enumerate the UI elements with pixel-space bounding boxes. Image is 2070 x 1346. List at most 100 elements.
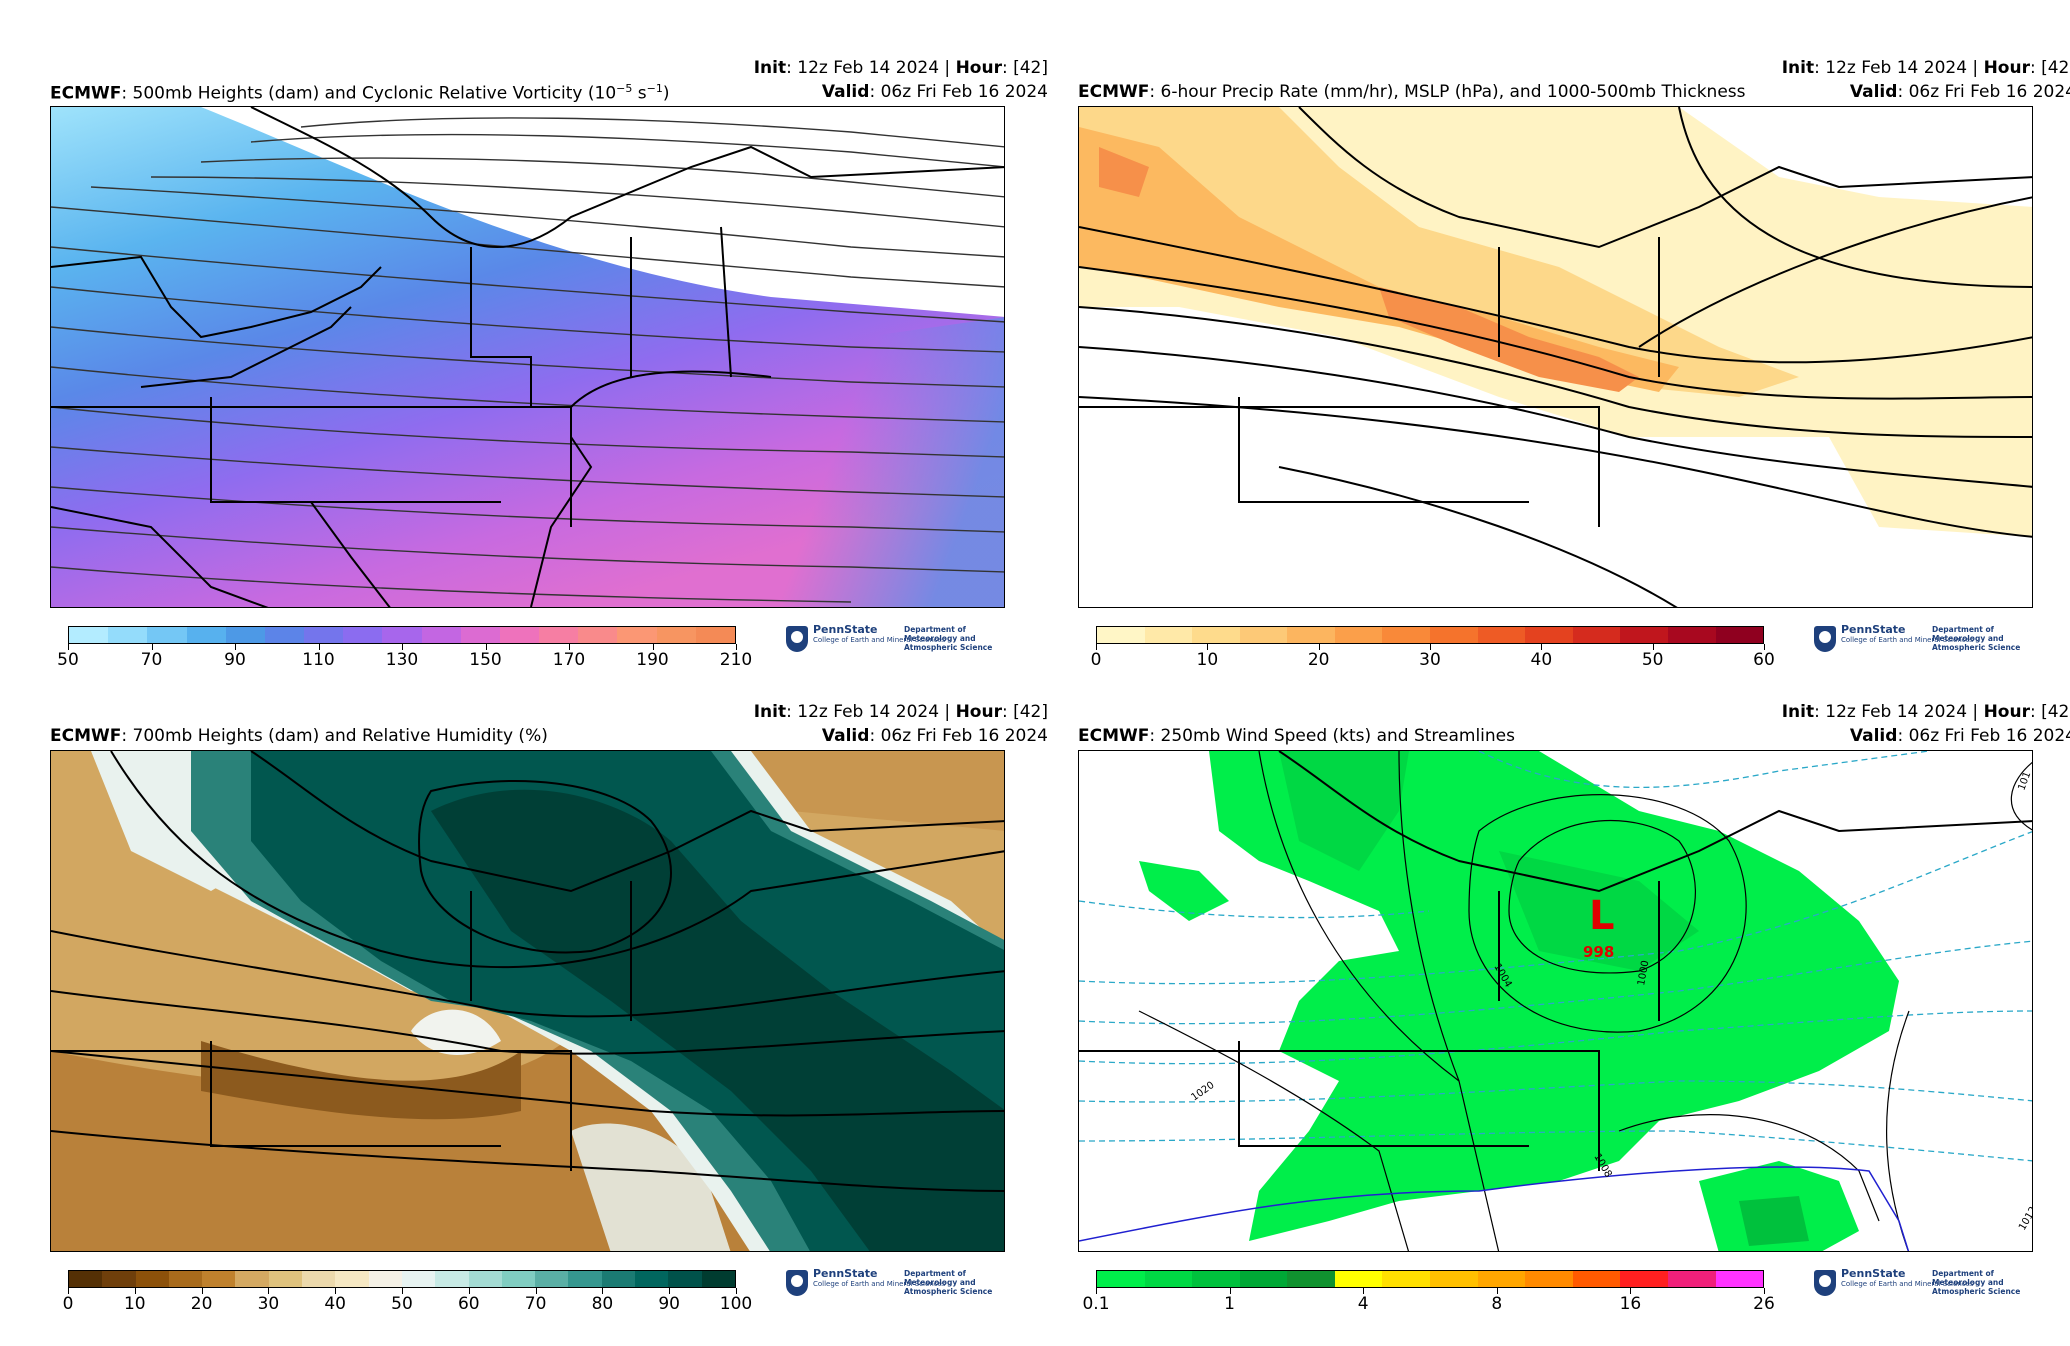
init-line: Init: 12z Feb 14 2024 | Hour: [42] <box>1781 702 2070 722</box>
tick-mark <box>335 1288 337 1294</box>
colorbar-swatch <box>382 627 422 643</box>
tick-mark <box>1541 644 1543 650</box>
tick-mark <box>1764 644 1765 650</box>
tick-mark <box>1430 644 1431 650</box>
pennstate-logo: PennState College of Earth and Mineral Sc… <box>1814 624 2039 660</box>
colorbar-swatch <box>108 627 148 643</box>
init-line: Init: 12z Feb 14 2024 | Hour: [42] <box>753 58 1048 78</box>
colorbar-swatch <box>168 1271 203 1287</box>
low-pressure-value: 998 <box>1583 943 1614 961</box>
pennstate-logo: PennState College of Earth and Mineral Sc… <box>786 624 1011 660</box>
tick-label: 1 <box>1224 1294 1236 1314</box>
colorbar-ticks: 0.1 1 4 8 16 26 <box>1082 1288 1775 1316</box>
valid-line: Valid: 06z Fri Feb 16 2024 <box>1849 82 2070 102</box>
colorbar-swatch <box>302 1271 336 1287</box>
colorbar-swatch <box>1287 627 1335 643</box>
tick-mark <box>1096 644 1097 650</box>
nittany-lion-shield-icon <box>1814 1270 1836 1296</box>
valid-line: Valid: 06z Fri Feb 16 2024 <box>821 82 1048 102</box>
colorbar-swatch <box>499 627 540 643</box>
colorbar-swatch <box>435 1271 469 1287</box>
colorbar-swatch <box>1192 1271 1240 1287</box>
colorbar-swatch <box>1382 1271 1431 1287</box>
colorbar-swatch <box>1715 627 1764 643</box>
colorbar-swatch <box>421 627 461 643</box>
tick-mark <box>468 1288 470 1294</box>
colorbar-swatch <box>635 1271 669 1287</box>
tick-mark <box>602 1288 604 1294</box>
tick-label: 150 <box>469 650 502 670</box>
tick-mark <box>535 1288 537 1294</box>
colorbar-swatch <box>1572 627 1621 643</box>
pennstate-logo: PennState College of Earth and Mineral Sc… <box>786 1268 1011 1304</box>
tick-label: 190 <box>636 650 669 670</box>
tick-label: 80 <box>591 1294 614 1314</box>
tick-mark <box>1496 1288 1498 1294</box>
colorbar-swatch <box>1334 627 1383 643</box>
map-700mb <box>50 750 1005 1252</box>
low-pressure-marker: L <box>1589 893 1615 939</box>
tick-mark <box>268 1288 270 1294</box>
init-line: Init: 12z Feb 14 2024 | Hour: [42] <box>753 702 1048 722</box>
tick-label: 90 <box>224 650 246 670</box>
tick-label: 0 <box>1090 650 1102 670</box>
nittany-lion-shield-icon <box>786 626 808 652</box>
tick-label: 10 <box>123 1294 146 1314</box>
tick-label: 70 <box>140 650 163 670</box>
nittany-lion-shield-icon <box>1814 626 1836 652</box>
tick-mark <box>736 1288 737 1294</box>
colorbar-swatch <box>69 627 109 643</box>
colorbar-swatch <box>135 1271 169 1287</box>
tick-mark <box>68 644 69 650</box>
colorbar-vorticity <box>68 626 736 644</box>
map-500mb <box>50 106 1005 608</box>
isobar-label: 101 <box>2016 770 2033 792</box>
colorbar-swatch <box>460 627 500 643</box>
colorbar-swatch <box>1430 627 1478 643</box>
colorbar-swatch <box>368 1271 402 1287</box>
panel-700mb-rh: Init: 12z Feb 14 2024 | Hour: [42] ECMWF… <box>50 684 1050 1324</box>
panel-title: ECMWF: 700mb Heights (dam) and Relative … <box>50 726 548 746</box>
tick-label: 26 <box>1753 1294 1775 1314</box>
tick-mark <box>1652 644 1654 650</box>
colorbar-swatch <box>335 1271 369 1287</box>
tick-label: 50 <box>57 650 79 670</box>
colorbar-swatch <box>235 1271 269 1287</box>
colorbar-swatch <box>656 627 696 643</box>
colorbar-swatch <box>1667 1271 1716 1287</box>
colorbar-swatch <box>1144 1271 1193 1287</box>
colorbar-swatch <box>268 1271 303 1287</box>
tick-label: 30 <box>1419 650 1441 670</box>
panel-title: ECMWF: 6-hour Precip Rate (mm/hr), MSLP … <box>1078 82 1746 102</box>
tick-mark <box>402 644 403 650</box>
colorbar-ticks: 0 10 20 30 40 50 60 <box>1091 644 1775 672</box>
tick-mark <box>1207 644 1209 650</box>
colorbar-ticks: 0 10 20 30 40 50 60 70 80 90 100 <box>63 1288 752 1316</box>
tick-label: 10 <box>1196 650 1219 670</box>
colorbar-swatch <box>147 627 187 643</box>
colorbar-rh <box>68 1270 736 1288</box>
colorbar-swatch <box>617 627 657 643</box>
map-precip <box>1078 106 2033 608</box>
colorbar-swatch <box>695 627 735 643</box>
colorbar-swatch <box>1477 1271 1526 1287</box>
colorbar-swatch <box>1097 627 1145 643</box>
tick-mark <box>1318 644 1320 650</box>
tick-mark <box>1630 1288 1632 1294</box>
colorbar-swatch <box>264 627 305 643</box>
tick-label: 110 <box>302 650 335 670</box>
colorbar-swatch <box>343 627 383 643</box>
colorbar-swatch <box>1382 627 1431 643</box>
colorbar-swatch <box>1144 627 1193 643</box>
colorbar-swatch <box>1477 627 1526 643</box>
tick-label: 4 <box>1357 1294 1369 1314</box>
colorbar-swatch <box>1239 1271 1288 1287</box>
tick-label: 210 <box>719 650 753 670</box>
colorbar-swatch <box>501 1271 536 1287</box>
tick-mark <box>652 644 654 650</box>
colorbar-swatch <box>1430 1271 1478 1287</box>
tick-label: 20 <box>1307 650 1330 670</box>
tick-label: 40 <box>324 1294 347 1314</box>
colorbar-swatch <box>401 1271 436 1287</box>
colorbar-swatch <box>1620 1271 1668 1287</box>
